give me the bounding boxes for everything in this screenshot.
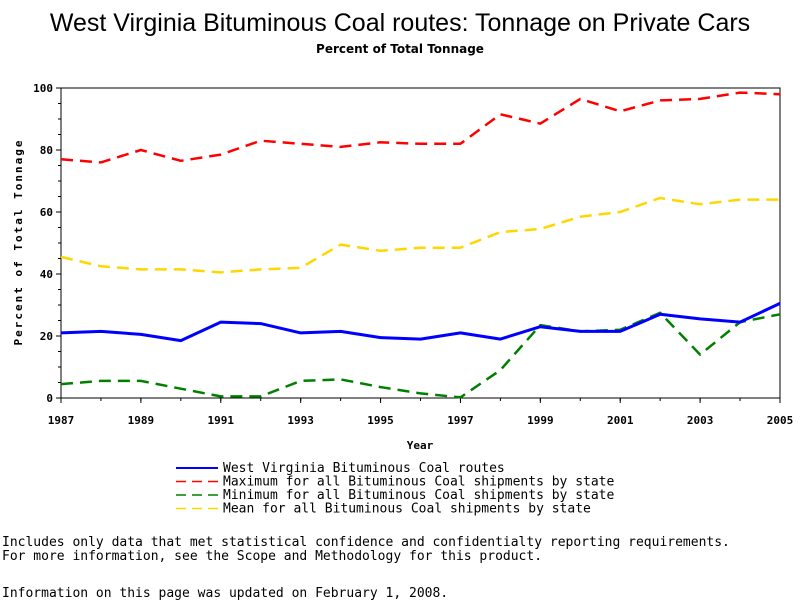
- y-tick-label: 0: [46, 392, 53, 405]
- chart-title: West Virginia Bituminous Coal routes: To…: [50, 9, 750, 37]
- legend-label: West Virginia Bituminous Coal routes: [223, 461, 505, 476]
- y-tick-label: 40: [40, 268, 53, 281]
- legend-label: Minimum for all Bituminous Coal shipment…: [223, 488, 615, 503]
- y-tick-label: 20: [40, 330, 53, 343]
- series-line-0: [60, 302, 781, 343]
- plot-area: [60, 87, 781, 399]
- x-tick-label: 1991: [208, 414, 235, 427]
- series-layer: [60, 91, 781, 399]
- legend-label: Mean for all Bituminous Coal shipments b…: [223, 502, 591, 517]
- x-tick-label: 1993: [287, 414, 314, 427]
- legend: West Virginia Bituminous Coal routesMaxi…: [176, 461, 615, 517]
- note-methodology: For more information, see the Scope and …: [2, 549, 543, 564]
- x-tick-label: 1995: [367, 414, 394, 427]
- series-line-1: [60, 91, 781, 164]
- x-tick-label: 1989: [128, 414, 155, 427]
- plot-frame: [60, 87, 781, 399]
- x-tick-label: 2001: [607, 414, 634, 427]
- x-tick-label: 2005: [767, 414, 794, 427]
- x-tick-label: 1987: [48, 414, 75, 427]
- y-axis-label: Percent of Total Tonnage: [12, 139, 25, 346]
- x-tick-label: 1999: [527, 414, 554, 427]
- legend-label: Maximum for all Bituminous Coal shipment…: [223, 475, 615, 490]
- series-line-3: [60, 196, 780, 274]
- y-tick-label: 100: [33, 82, 53, 95]
- note-updated: Information on this page was updated on …: [2, 586, 449, 601]
- y-axis: 0 20 40 60 80 100: [33, 82, 61, 405]
- x-axis: 1987 1989 1991 1993 1995 1997 1999 2001 2003 2005: [48, 398, 794, 427]
- y-tick-label: 60: [40, 206, 53, 219]
- x-tick-label: 2003: [687, 414, 714, 427]
- note-confidence: Includes only data that met statistical …: [2, 535, 730, 550]
- x-tick-label: 1997: [447, 414, 474, 427]
- series-line-2: [60, 311, 781, 399]
- y-tick-label: 80: [40, 144, 53, 157]
- x-axis-label: Year: [407, 439, 434, 452]
- chart-subtitle: Percent of Total Tonnage: [316, 42, 484, 56]
